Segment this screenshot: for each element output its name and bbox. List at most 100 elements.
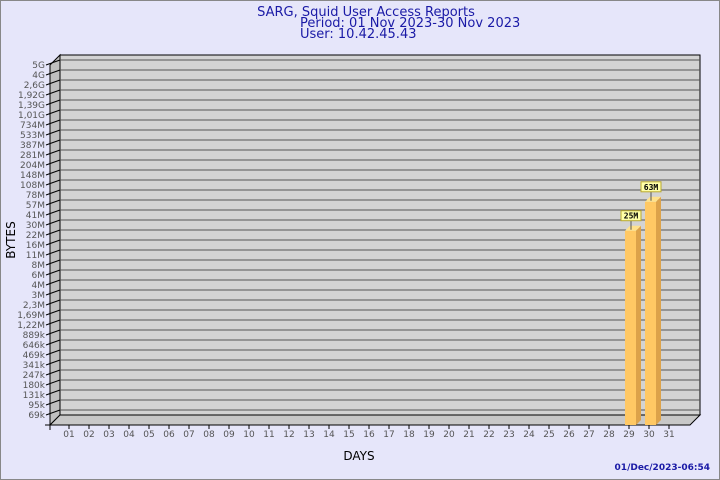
x-tick-label: 11 bbox=[263, 430, 274, 440]
y-tick bbox=[45, 79, 61, 86]
y-tick bbox=[45, 339, 61, 346]
y-tick-label: 2,6G bbox=[24, 81, 45, 91]
x-tick-label: 28 bbox=[603, 430, 615, 440]
x-tick-label: 26 bbox=[563, 430, 575, 440]
y-tick bbox=[45, 379, 61, 386]
x-tick-label: 02 bbox=[83, 430, 94, 440]
y-tick-label: 108M bbox=[20, 181, 45, 191]
x-tick-label: 31 bbox=[663, 430, 674, 440]
y-tick-label: 180k bbox=[23, 381, 46, 391]
x-tick-label: 23 bbox=[503, 430, 514, 440]
y-tick bbox=[45, 279, 61, 286]
x-tick-label: 24 bbox=[523, 430, 535, 440]
x-tick-label: 22 bbox=[483, 430, 494, 440]
y-tick bbox=[45, 259, 61, 266]
y-tick bbox=[45, 349, 61, 356]
y-tick bbox=[45, 209, 61, 216]
y-tick bbox=[45, 149, 61, 156]
y-tick bbox=[45, 309, 61, 316]
y-tick bbox=[45, 399, 61, 406]
x-tick-label: 07 bbox=[183, 430, 194, 440]
x-tick-label: 30 bbox=[643, 430, 655, 440]
y-tick-label: 3M bbox=[32, 291, 46, 301]
y-tick bbox=[45, 249, 61, 256]
y-tick-label: 533M bbox=[20, 131, 45, 141]
y-tick-label: 57M bbox=[26, 201, 45, 211]
data-label-box bbox=[640, 181, 662, 193]
y-tick-label: 6M bbox=[32, 271, 46, 281]
x-tick-label: 17 bbox=[383, 430, 394, 440]
y-tick bbox=[45, 199, 61, 206]
x-tick-label: 14 bbox=[323, 430, 335, 440]
chart-subtitle-user: User: 10.42.45.43 bbox=[300, 27, 416, 42]
y-tick bbox=[45, 299, 61, 306]
y-tick-label: 22M bbox=[26, 231, 45, 241]
y-tick bbox=[45, 129, 61, 136]
x-tick-label: 03 bbox=[103, 430, 114, 440]
x-tick-label: 01 bbox=[63, 430, 74, 440]
x-tick-label: 15 bbox=[343, 430, 354, 440]
bar-side bbox=[656, 196, 661, 425]
y-tick-label: 30M bbox=[26, 221, 45, 231]
x-tick-label: 12 bbox=[283, 430, 294, 440]
y-axis-label: BYTES bbox=[4, 221, 18, 258]
y-tick-label: 5G bbox=[32, 61, 45, 71]
x-tick-label: 13 bbox=[303, 430, 314, 440]
y-tick-label: 69k bbox=[28, 411, 45, 421]
chart-title: SARG, Squid User Access Reports bbox=[257, 5, 475, 20]
y-tick-label: 95k bbox=[28, 401, 45, 411]
data-label-box bbox=[620, 210, 642, 222]
x-axis-label: DAYS bbox=[343, 449, 374, 463]
x-tick-label: 06 bbox=[163, 430, 175, 440]
y-tick-label: 734M bbox=[20, 121, 45, 131]
y-tick bbox=[45, 319, 61, 326]
x-tick-label: 08 bbox=[203, 430, 215, 440]
y-tick-label: 281M bbox=[20, 151, 45, 161]
y-tick bbox=[45, 229, 61, 236]
x-tick-label: 20 bbox=[443, 430, 455, 440]
y-tick bbox=[45, 359, 61, 366]
x-tick-label: 16 bbox=[363, 430, 375, 440]
back-wall bbox=[59, 54, 701, 416]
y-tick-label: 1,22M bbox=[17, 321, 45, 331]
y-tick bbox=[45, 89, 61, 96]
y-tick bbox=[45, 179, 61, 186]
x-tick-label: 10 bbox=[243, 430, 255, 440]
y-tick bbox=[45, 119, 61, 126]
y-tick-label: 4M bbox=[32, 281, 46, 291]
y-tick-label: 41M bbox=[26, 211, 45, 221]
y-tick bbox=[45, 409, 61, 416]
y-tick-label: 8M bbox=[32, 261, 46, 271]
x-tick-label: 27 bbox=[583, 430, 594, 440]
y-tick-label: 4G bbox=[32, 71, 45, 81]
y-tick bbox=[45, 219, 61, 226]
y-tick bbox=[45, 189, 61, 196]
y-tick-label: 1,92G bbox=[18, 91, 45, 101]
x-tick-label: 09 bbox=[223, 430, 235, 440]
bar-side bbox=[636, 225, 641, 425]
data-label: 25M bbox=[624, 212, 639, 221]
bar-front bbox=[645, 201, 656, 425]
y-tick bbox=[45, 99, 61, 106]
y-tick bbox=[45, 289, 61, 296]
y-tick-label: 1,39G bbox=[18, 101, 45, 111]
y-tick-label: 387M bbox=[20, 141, 45, 151]
bar-top bbox=[645, 196, 661, 202]
y-tick-label: 1,69M bbox=[17, 311, 45, 321]
y-tick-label: 131k bbox=[23, 391, 46, 401]
x-tick-label: 21 bbox=[463, 430, 474, 440]
data-label: 63M bbox=[644, 183, 659, 192]
y-tick-label: 78M bbox=[26, 191, 45, 201]
y-tick-label: 148M bbox=[20, 171, 45, 181]
chart-subtitle-period: Period: 01 Nov 2023-30 Nov 2023 bbox=[300, 16, 520, 31]
y-tick bbox=[45, 239, 61, 246]
x-tick-label: 29 bbox=[623, 430, 635, 440]
bar-top bbox=[625, 225, 641, 231]
report-timestamp: 01/Dec/2023-06:54 bbox=[615, 463, 710, 473]
y-tick-label: 341k bbox=[23, 361, 46, 371]
y-tick-label: 247k bbox=[23, 371, 46, 381]
y-tick-label: 204M bbox=[20, 161, 45, 171]
y-tick bbox=[45, 169, 61, 176]
y-tick bbox=[45, 159, 61, 166]
y-tick bbox=[45, 329, 61, 336]
